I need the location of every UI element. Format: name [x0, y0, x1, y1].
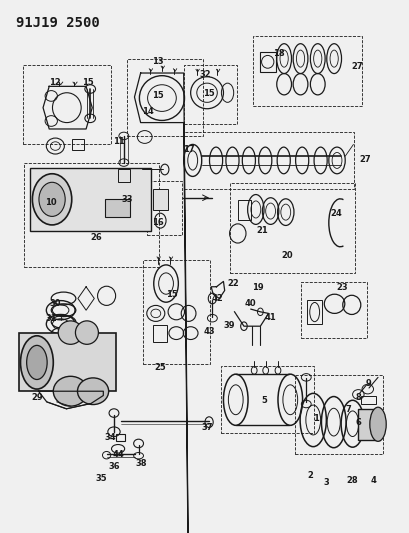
Text: 39: 39: [223, 321, 235, 329]
Ellipse shape: [20, 336, 53, 389]
Ellipse shape: [77, 378, 108, 405]
Text: 15: 15: [152, 92, 163, 100]
Text: 1: 1: [312, 414, 318, 423]
Text: 19: 19: [252, 284, 263, 292]
Text: 40: 40: [244, 300, 255, 308]
Ellipse shape: [27, 345, 47, 379]
Bar: [19, 333, 115, 391]
Text: 32: 32: [199, 70, 210, 79]
Text: 15: 15: [203, 89, 214, 98]
Bar: [357, 409, 379, 440]
Text: 23: 23: [336, 284, 347, 292]
Text: 3: 3: [322, 478, 328, 487]
Ellipse shape: [53, 376, 88, 406]
Bar: [229, 183, 354, 273]
Text: 34: 34: [105, 433, 116, 441]
Ellipse shape: [75, 321, 98, 344]
Text: 41: 41: [264, 313, 276, 321]
Text: 5: 5: [261, 397, 267, 405]
Text: 9: 9: [365, 379, 371, 388]
Text: 44: 44: [113, 450, 124, 458]
Text: 38: 38: [135, 459, 147, 468]
Bar: [183, 132, 353, 189]
Text: 27: 27: [350, 62, 362, 71]
Text: 8: 8: [355, 393, 361, 401]
Text: 18: 18: [272, 49, 284, 58]
Bar: [152, 325, 166, 342]
Bar: [30, 168, 151, 231]
Bar: [183, 65, 236, 124]
Text: 20: 20: [281, 252, 292, 260]
Text: 43: 43: [203, 327, 214, 336]
Bar: [152, 189, 168, 210]
Bar: [146, 181, 181, 235]
Text: 36: 36: [108, 462, 119, 471]
Text: 29: 29: [31, 393, 43, 401]
Bar: [360, 396, 375, 404]
Text: 7: 7: [345, 405, 351, 414]
Text: 27: 27: [358, 156, 370, 164]
Bar: [259, 52, 275, 72]
Ellipse shape: [32, 174, 72, 225]
Bar: [118, 169, 130, 182]
Text: 15: 15: [82, 78, 94, 87]
Text: 31: 31: [45, 314, 57, 323]
Text: 4: 4: [369, 477, 375, 485]
Bar: [105, 199, 130, 217]
Text: 11: 11: [113, 137, 124, 146]
Bar: [24, 163, 159, 266]
Bar: [115, 434, 124, 441]
Text: 26: 26: [90, 233, 102, 241]
Text: 42: 42: [211, 294, 222, 303]
Ellipse shape: [39, 182, 65, 216]
Text: 13: 13: [152, 57, 163, 66]
Bar: [72, 139, 84, 150]
Text: 10: 10: [45, 198, 57, 207]
Bar: [294, 375, 382, 454]
Bar: [22, 65, 110, 144]
Text: 91J19 2500: 91J19 2500: [16, 16, 100, 30]
Ellipse shape: [58, 321, 83, 344]
Text: 37: 37: [201, 423, 212, 432]
Text: 21: 21: [256, 226, 267, 235]
Bar: [237, 200, 250, 220]
Text: 14: 14: [142, 108, 153, 116]
Bar: [220, 366, 313, 433]
Text: 15: 15: [166, 290, 178, 298]
Text: 6: 6: [355, 418, 361, 426]
Bar: [253, 36, 361, 106]
Text: 28: 28: [345, 477, 357, 485]
Text: 33: 33: [121, 196, 133, 204]
Text: 30: 30: [49, 300, 61, 308]
Text: 17: 17: [182, 145, 194, 154]
Text: 24: 24: [330, 209, 341, 217]
Bar: [307, 300, 321, 324]
Text: 22: 22: [227, 279, 239, 288]
Bar: [301, 282, 366, 338]
Text: 2: 2: [307, 471, 313, 480]
Ellipse shape: [369, 407, 385, 441]
Text: 25: 25: [154, 364, 165, 372]
Bar: [142, 260, 210, 364]
Text: 35: 35: [96, 474, 107, 483]
Text: 12: 12: [49, 78, 61, 87]
Text: 16: 16: [152, 219, 163, 227]
Bar: [127, 59, 202, 136]
